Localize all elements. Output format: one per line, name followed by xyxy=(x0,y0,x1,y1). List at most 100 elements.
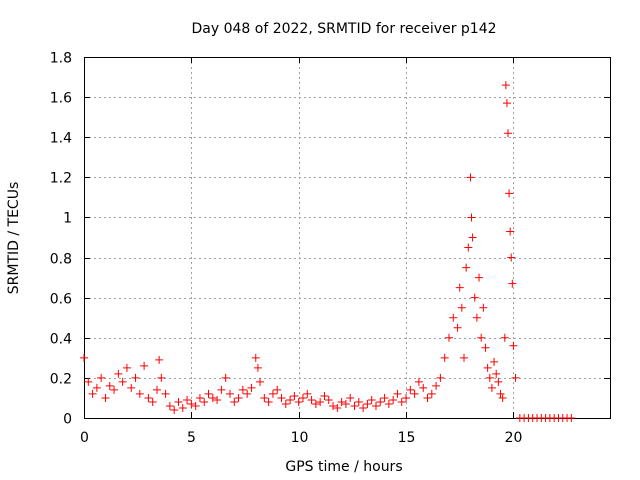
data-point xyxy=(389,395,398,404)
data-point xyxy=(140,361,149,370)
data-point xyxy=(187,399,196,408)
plot-frame xyxy=(84,57,611,419)
data-point xyxy=(127,383,136,392)
x-tick-label: 15 xyxy=(398,430,416,446)
data-point xyxy=(472,313,481,322)
data-point xyxy=(460,353,469,362)
data-point xyxy=(264,397,273,406)
data-point xyxy=(195,393,204,402)
data-point xyxy=(97,373,106,382)
data-point xyxy=(165,401,174,410)
data-point xyxy=(359,403,368,412)
data-point xyxy=(131,373,140,382)
data-point xyxy=(436,373,445,382)
point-layer xyxy=(80,81,576,422)
y-axis-label: SRMTID / TECUs xyxy=(6,182,22,295)
data-point xyxy=(135,389,144,398)
y-tick-label: 0.8 xyxy=(50,252,72,268)
data-point xyxy=(492,369,501,378)
data-point xyxy=(427,389,436,398)
data-point xyxy=(307,395,316,404)
data-point xyxy=(170,405,179,414)
data-point xyxy=(467,213,476,222)
y-tick-label: 1 xyxy=(63,211,72,227)
data-point xyxy=(324,395,333,404)
data-point xyxy=(506,227,515,236)
data-point xyxy=(444,333,453,342)
x-tick-label: 5 xyxy=(187,430,196,446)
data-point xyxy=(178,403,187,412)
data-point xyxy=(511,373,520,382)
data-point xyxy=(118,377,127,386)
data-point xyxy=(144,393,153,402)
data-point xyxy=(410,389,419,398)
data-point xyxy=(161,389,170,398)
data-point xyxy=(464,243,473,252)
data-point xyxy=(393,389,402,398)
data-point xyxy=(243,389,252,398)
data-point xyxy=(256,377,265,386)
data-point xyxy=(367,395,376,404)
x-axis-label: GPS time / hours xyxy=(285,459,402,475)
data-point xyxy=(320,391,329,400)
data-point xyxy=(350,401,359,410)
data-point xyxy=(376,397,385,406)
data-point xyxy=(316,397,325,406)
data-point xyxy=(273,385,282,394)
data-point xyxy=(101,393,110,402)
data-point xyxy=(298,393,307,402)
chart-title: Day 048 of 2022, SRMTID for receiver p14… xyxy=(191,21,496,37)
data-point xyxy=(505,189,514,198)
data-point xyxy=(402,393,411,402)
data-point xyxy=(333,403,342,412)
data-point xyxy=(122,363,131,372)
tick-layer: 0 0.2 0.4 0.6 0.8 1 1.2 1.4 1.6 1.8 0 5 10 15 20 xyxy=(50,51,610,446)
data-point xyxy=(487,383,496,392)
data-point xyxy=(457,303,466,312)
data-point xyxy=(468,233,477,242)
data-point xyxy=(419,383,428,392)
data-point xyxy=(281,399,290,408)
x-tick-label: 10 xyxy=(291,430,309,446)
data-point xyxy=(508,279,517,288)
data-point xyxy=(329,401,338,410)
data-point xyxy=(346,393,355,402)
data-point xyxy=(225,389,234,398)
data-point xyxy=(247,383,256,392)
data-point xyxy=(213,395,222,404)
y-tick-label: 1.4 xyxy=(50,131,72,147)
data-point xyxy=(152,385,161,394)
data-point xyxy=(217,385,226,394)
data-point xyxy=(455,283,464,292)
data-point xyxy=(470,293,479,302)
data-point xyxy=(80,353,88,362)
data-point xyxy=(504,129,513,138)
data-point xyxy=(354,397,363,406)
data-point xyxy=(453,323,462,332)
data-point xyxy=(498,393,507,402)
y-tick-label: 1.6 xyxy=(50,91,72,107)
data-point xyxy=(502,99,511,108)
y-tick-label: 1.2 xyxy=(50,171,72,187)
data-point xyxy=(490,357,499,366)
data-point xyxy=(485,373,494,382)
data-point xyxy=(466,173,475,182)
data-point xyxy=(481,343,490,352)
y-tick-label: 0.2 xyxy=(50,372,72,388)
data-point xyxy=(423,393,432,402)
data-point xyxy=(483,363,492,372)
data-point xyxy=(253,363,262,372)
data-point xyxy=(84,377,93,386)
data-point xyxy=(477,333,486,342)
data-point xyxy=(230,397,239,406)
data-point xyxy=(475,273,484,282)
data-point xyxy=(251,353,260,362)
data-point xyxy=(303,389,312,398)
data-point xyxy=(380,393,389,402)
data-point xyxy=(260,393,269,402)
x-tick-label: 0 xyxy=(80,430,89,446)
data-point xyxy=(384,399,393,408)
y-tick-label: 1.8 xyxy=(50,51,72,67)
data-point xyxy=(449,313,458,322)
data-point xyxy=(567,414,576,422)
